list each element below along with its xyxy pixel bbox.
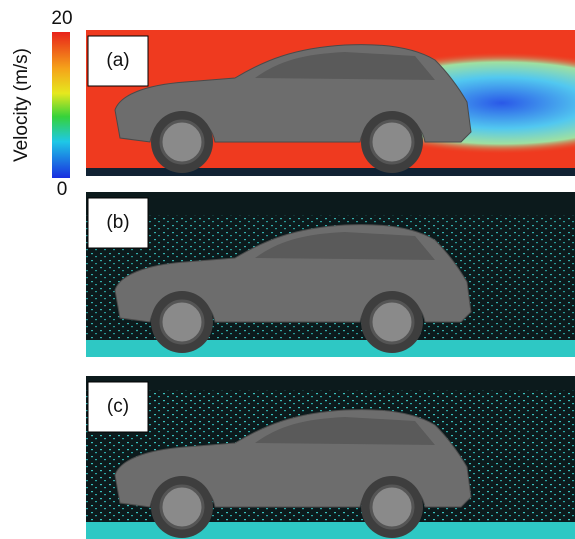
colorbar [52,32,70,178]
colorbar-label: Velocity (m/s) [11,48,32,162]
panel-label: (c) [107,396,129,417]
colorbar-min: 0 [57,179,68,200]
panel-label: (a) [106,50,129,71]
panel-a: (a) [86,30,575,176]
panel-c: (c) [86,376,575,539]
colorbar-max: 20 [51,8,72,29]
panel-label: (b) [106,212,129,233]
figure: 20 0 Velocity (m/s) (a) (b) (c) [0,0,575,539]
panel-b: (b) [86,192,575,357]
